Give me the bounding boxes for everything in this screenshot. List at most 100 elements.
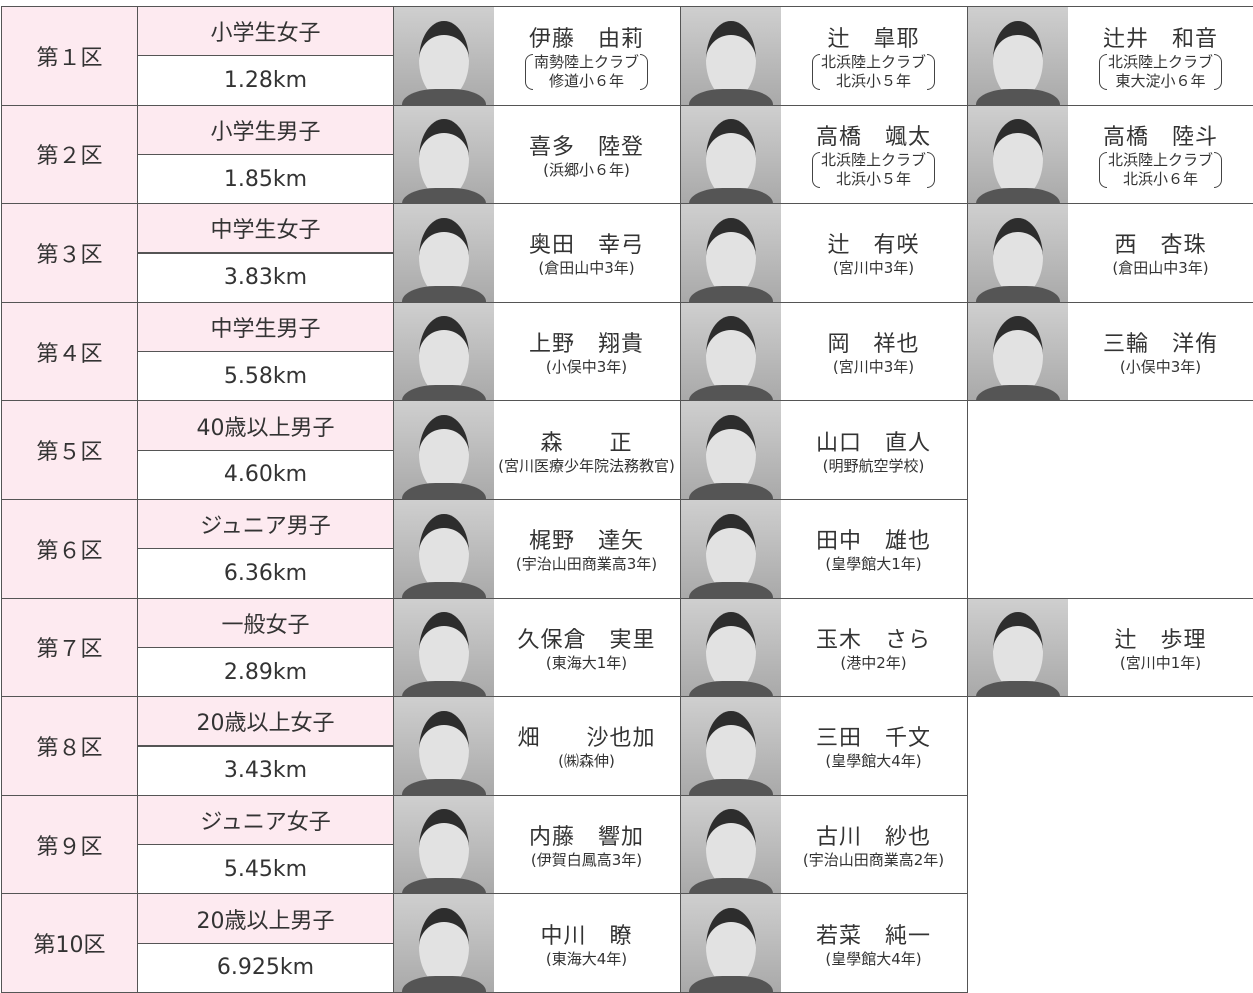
photo — [681, 795, 781, 894]
affiliation: (宇治山田商業高2年) — [803, 851, 944, 870]
runner-info: 辻 皐耶 北浜陸上クラブ 北浜小５年 — [781, 7, 966, 105]
runner-info: 玉木 さら (港中2年) — [781, 599, 966, 697]
affiliation-line: (皇學館大4年) — [825, 949, 922, 968]
category: 小学生女子 — [137, 6, 394, 57]
runner-name: 上野 翔貴 — [528, 332, 644, 358]
category: 小学生男子 — [137, 104, 394, 155]
photo-face — [419, 20, 469, 100]
affiliation-line: 修道小６年 — [548, 71, 624, 90]
affiliation-line: 北浜小５年 — [835, 71, 911, 90]
runner-cell: 久保倉 実里 (東海大1年) — [393, 597, 681, 698]
section-label: 第２区 — [1, 104, 138, 205]
photo-body — [689, 384, 773, 401]
runner-cell: 若菜 純一 (皇學館大4年) — [680, 893, 968, 993]
section-label: 第６区 — [1, 499, 138, 599]
affiliation: (小俣中3年) — [546, 358, 627, 377]
affiliation: 南勢陸上クラブ 修道小６年 — [524, 52, 649, 91]
distance: 6.36km — [137, 548, 394, 599]
photo — [681, 697, 781, 795]
category: ジュニア女子 — [137, 794, 394, 846]
runner-name: 田中 雄也 — [815, 529, 931, 555]
distance: 3.83km — [137, 252, 394, 303]
runner-name: 辻 皐耶 — [827, 26, 920, 52]
distance: 1.28km — [137, 55, 394, 106]
photo-face — [419, 217, 469, 297]
affiliation-line: (皇學館大4年) — [825, 752, 922, 771]
section-label: 第８区 — [1, 696, 138, 796]
affiliation: (皇學館大1年) — [825, 555, 921, 574]
photo-face — [419, 809, 469, 888]
photo — [394, 894, 494, 992]
runner-cell: 辻井 和音 北浜陸上クラブ 東大淀小６年 — [967, 6, 1253, 106]
affiliation-line: (宮川中1年) — [1119, 653, 1202, 672]
photo-face — [419, 513, 469, 593]
photo-face — [706, 20, 756, 100]
affiliation-line: (宇治山田商業高2年) — [802, 851, 945, 870]
photo-body — [402, 581, 486, 598]
runner-info: 辻 歩理 (宮川中1年) — [1068, 599, 1253, 697]
affiliation: (浜郷小６年) — [543, 161, 630, 180]
affiliation-line: (東海大4年) — [545, 949, 628, 968]
runner-info: 内藤 響加 (伊賀白鳳高3年) — [494, 796, 679, 894]
photo — [681, 894, 781, 992]
runner-cell: 中川 瞭 (東海大4年) — [393, 893, 681, 993]
photo-body — [402, 779, 486, 795]
photo-body — [976, 384, 1060, 401]
runner-info: 久保倉 実里 (東海大1年) — [494, 599, 679, 697]
affiliation-line: 北浜陸上クラブ — [820, 151, 926, 170]
photo-face — [706, 316, 756, 395]
photo — [968, 204, 1068, 302]
runner-info: 伊藤 由莉 南勢陸上クラブ 修道小６年 — [494, 7, 679, 105]
affiliation: 北浜陸上クラブ 北浜小６年 — [1098, 151, 1223, 189]
runner-name: 高橋 颯太 — [815, 125, 931, 151]
photo-face — [419, 710, 469, 790]
photo-face — [419, 612, 469, 691]
runner-name: 梶野 達矢 — [528, 529, 644, 555]
runner-name: 辻 歩理 — [1114, 627, 1207, 653]
photo-face — [706, 513, 756, 593]
affiliation-line: 南勢陸上クラブ — [533, 52, 639, 71]
affiliation: (倉田山中3年) — [1112, 259, 1208, 278]
affiliation-line: (宮川医療少年院法務教官) — [498, 456, 675, 475]
runner-info: 中川 瞭 (東海大4年) — [494, 894, 679, 992]
affiliation: (倉田山中3年) — [538, 259, 634, 278]
photo-body — [689, 581, 773, 598]
runner-name: 山口 直人 — [815, 430, 931, 456]
runner-info: 田中 雄也 (皇學館大1年) — [781, 500, 966, 598]
runner-name: 辻井 和音 — [1102, 26, 1218, 52]
photo — [681, 598, 781, 697]
runner-cell: 森 正 (宮川医療少年院法務教官) — [393, 400, 681, 500]
category: 一般女子 — [137, 597, 394, 648]
runner-info: 三田 千文 (皇學館大4年) — [781, 697, 966, 795]
photo-face — [419, 908, 469, 987]
photo — [394, 7, 494, 105]
photo-body — [689, 483, 773, 499]
runner-cell: 畑 沙也加 (㈱森伸) — [393, 696, 681, 796]
runner-cell: 奥田 幸弓 (倉田山中3年) — [393, 203, 681, 303]
photo — [968, 302, 1068, 401]
photo — [394, 697, 494, 795]
affiliation: (㈱森伸) — [558, 752, 615, 771]
photo-face — [706, 710, 756, 790]
distance: 3.43km — [137, 745, 394, 796]
affiliation: (東海大1年) — [546, 654, 627, 673]
runner-info: 喜多 陸登 (浜郷小６年) — [494, 106, 679, 204]
distance: 6.925km — [137, 942, 394, 993]
runner-name: 古川 紗也 — [815, 825, 931, 851]
photo-face — [706, 217, 756, 297]
affiliation-line: 北浜小５年 — [835, 170, 911, 189]
runner-name: 中川 瞭 — [540, 923, 633, 949]
runner-name: 辻 有咲 — [827, 233, 920, 259]
affiliation: (宮川医療少年院法務教官) — [498, 457, 675, 476]
photo-body — [689, 877, 773, 894]
affiliation-line: (倉田山中3年) — [538, 259, 635, 278]
photo — [394, 500, 494, 598]
affiliation-line: (東海大1年) — [545, 653, 628, 672]
runner-cell: 田中 雄也 (皇學館大1年) — [680, 499, 968, 599]
distance: 4.60km — [137, 449, 394, 500]
photo-face — [993, 20, 1043, 100]
photo — [681, 500, 781, 598]
photo-body — [976, 187, 1060, 204]
photo-body — [689, 88, 773, 105]
